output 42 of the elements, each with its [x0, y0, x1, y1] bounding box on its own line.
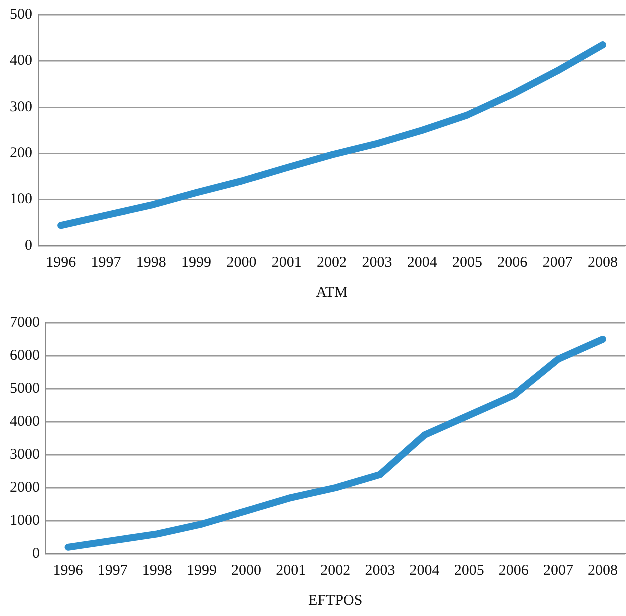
- x-tick-label: 2007: [543, 562, 574, 579]
- x-tick-label: 2005: [454, 562, 484, 579]
- x-tick-label: 2002: [317, 254, 348, 271]
- y-tick-label: 200: [10, 146, 32, 162]
- y-tick-label: 0: [32, 546, 40, 562]
- x-tick-label: 1996: [53, 562, 84, 579]
- y-tick-label: 300: [10, 99, 32, 116]
- x-axis-title: ATM: [316, 284, 348, 301]
- x-tick-label: 2004: [410, 562, 440, 579]
- x-tick-label: 2003: [362, 254, 392, 271]
- y-tick-label: 1000: [10, 512, 40, 529]
- x-tick-label: 1998: [142, 562, 172, 579]
- x-axis-title: EFTPOS: [308, 592, 363, 609]
- y-tick-label: 7000: [10, 314, 40, 331]
- x-tick-label: 2007: [542, 254, 574, 271]
- x-tick-label: 2005: [452, 254, 483, 271]
- x-tick-label: 2008: [588, 562, 618, 579]
- x-tick-label: 1997: [91, 254, 122, 271]
- y-tick-label: 400: [10, 53, 32, 70]
- x-tick-label: 1998: [136, 254, 166, 271]
- y-tick-label: 4000: [10, 414, 40, 430]
- x-tick-label: 2003: [365, 562, 396, 579]
- x-tick-label: 2008: [588, 254, 618, 271]
- x-tick-label: 2000: [232, 562, 262, 579]
- y-tick-label: 100: [10, 192, 32, 208]
- y-tick-label: 500: [10, 6, 32, 23]
- x-tick-label: 1996: [46, 254, 77, 271]
- y-tick-label: 0: [25, 238, 32, 254]
- x-tick-label: 1999: [186, 562, 217, 579]
- y-tick-label: 6000: [10, 348, 40, 364]
- x-tick-label: 1999: [182, 254, 212, 271]
- y-tick-label: 5000: [10, 380, 40, 397]
- x-tick-label: 2001: [276, 562, 306, 579]
- y-tick-label: 2000: [10, 480, 40, 496]
- x-tick-label: 2004: [407, 254, 438, 271]
- y-tick-label: 3000: [10, 446, 40, 463]
- x-tick-label: 2000: [226, 254, 257, 271]
- x-tick-label: 2006: [498, 562, 530, 579]
- x-tick-label: 1997: [98, 562, 128, 579]
- x-tick-label: 2006: [498, 254, 528, 271]
- x-tick-label: 2002: [320, 562, 351, 579]
- x-tick-label: 2001: [272, 254, 302, 271]
